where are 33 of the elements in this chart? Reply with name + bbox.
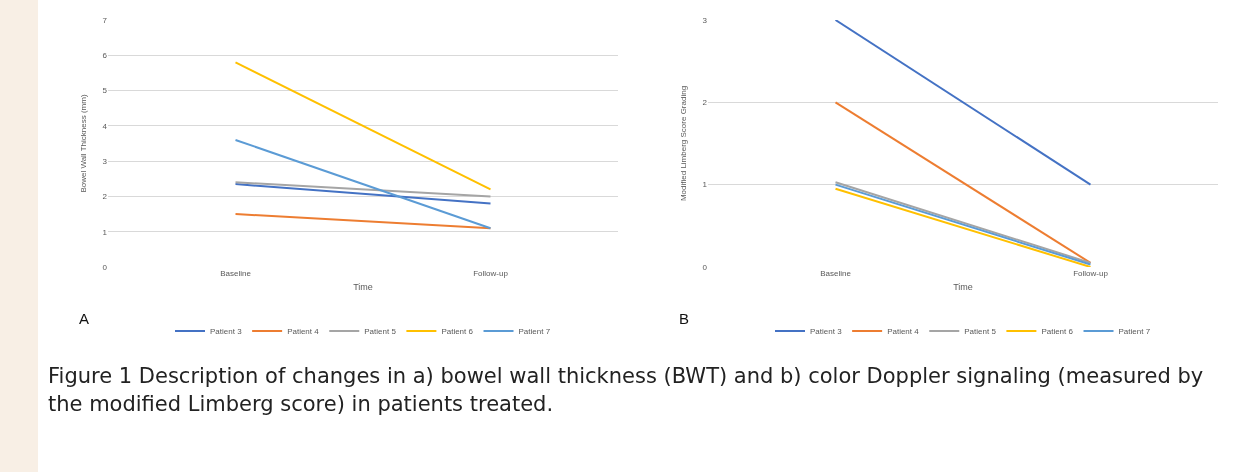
y-tick-label: 3 (702, 15, 708, 25)
text: A (79, 310, 90, 327)
text: B (679, 310, 690, 327)
y-tick-label: 1 (702, 180, 708, 190)
caption: Figure 1 Description of changes in a) bowel wall thickness (BWT) and b) color Doppler signaling (measured by the modified Limberg score) in patients treated. (48, 363, 1205, 418)
legend-label: Patient 4 (287, 327, 320, 337)
x-tick-label: Baseline (820, 269, 852, 278)
x-axis-title: Time (353, 281, 373, 292)
y-tick-label: 2 (102, 192, 108, 202)
y-tick-label: 1 (102, 227, 108, 237)
x-tick-label: Follow-up (473, 269, 509, 278)
legend-label: Patient 5 (364, 327, 397, 337)
legend-label: Patient 3 (210, 327, 243, 337)
x-tick-label: Baseline (220, 269, 252, 278)
legend-label: Patient 6 (441, 327, 474, 337)
y-tick-label: 7 (102, 15, 108, 25)
y-tick-label: 2 (702, 98, 708, 108)
y-tick-label: 4 (102, 121, 108, 131)
y-axis-title: Bowel Wall Thickness (mm) (79, 94, 89, 193)
legend-label: Patient 7 (518, 327, 551, 337)
y-tick-label: 6 (102, 51, 108, 61)
legend-label: Patient 3 (810, 327, 843, 337)
y-tick-label: 0 (102, 262, 108, 272)
y-tick-label: 5 (102, 86, 108, 96)
legend-label: Patient 6 (1041, 327, 1074, 337)
y-axis-title: Modified Limberg Score Grading (679, 85, 689, 202)
legend-label: Patient 4 (887, 327, 920, 337)
legend-label: Patient 7 (1118, 327, 1151, 337)
x-tick-label: Follow-up (1073, 269, 1109, 278)
y-tick-label: 0 (702, 262, 708, 272)
y-tick-label: 3 (102, 156, 108, 166)
legend-label: Patient 5 (964, 327, 997, 337)
x-axis-title: Time (953, 281, 973, 292)
